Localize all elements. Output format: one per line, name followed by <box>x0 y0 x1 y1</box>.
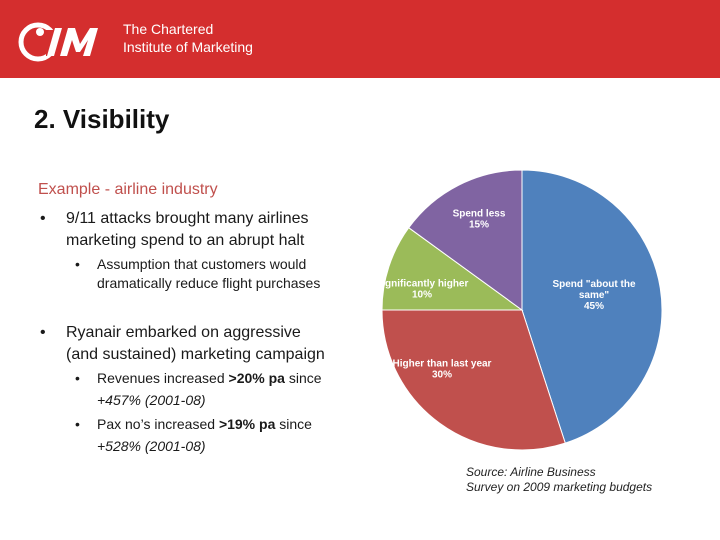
pie-slice-label: Higher than last year 30% <box>393 359 492 381</box>
subbullet-text-line2: dramatically reduce flight purchases <box>97 275 321 291</box>
subbullet-item: • Assumption that customers would dramat… <box>75 254 375 294</box>
pie-slice-label: Spend less 15% <box>453 209 506 231</box>
text-segment: since <box>275 416 312 432</box>
bullet-item: • 9/11 attacks brought many airlines mar… <box>40 208 370 252</box>
source-note: Source: Airline Business Survey on 2009 … <box>466 465 652 495</box>
org-name-line2: Institute of Marketing <box>123 39 253 55</box>
bold-segment: >20% pa <box>228 370 285 386</box>
pie-slice <box>381 309 566 451</box>
subbullet-mark: • <box>75 256 80 272</box>
bullet-mark: • <box>40 324 46 341</box>
bullet-text: Ryanair embarked on aggressive (and sust… <box>66 324 325 363</box>
subbullet-text-line1: Assumption that customers would <box>97 256 307 272</box>
pie-slice <box>521 169 663 444</box>
pie-slice <box>408 169 523 311</box>
text-segment: since <box>284 370 322 386</box>
pie-chart: Spend "about the same" 45% Higher than last… <box>376 169 663 451</box>
bullet-item: • Ryanair embarked on aggressive (and su… <box>40 322 370 366</box>
slide-subtitle: Example - airline industry <box>38 181 218 198</box>
bullet-text: 9/11 attacks brought many airlines marke… <box>66 210 309 249</box>
subbullet-mark: • <box>75 416 80 432</box>
bullet-mark: • <box>40 210 46 227</box>
subbullet-text-line1: Revenues increased >20% pa since <box>97 368 322 388</box>
pie-slice <box>381 227 524 311</box>
subbullet-item: • Pax no’s increased >19% pa since +528%… <box>75 414 375 454</box>
text-segment: Pax no’s increased <box>97 416 219 432</box>
text-segment: Revenues increased <box>97 370 229 386</box>
header-bar: The Chartered Institute of Marketing <box>0 0 720 78</box>
slide-title: 2. Visibility <box>34 104 170 134</box>
subbullet-item: • Revenues increased >20% pa since +457%… <box>75 368 375 408</box>
source-line1: Source: Airline Business <box>466 465 596 479</box>
cim-logo <box>18 22 98 62</box>
subbullet-mark: • <box>75 370 80 386</box>
org-name: The Chartered Institute of Marketing <box>123 20 253 56</box>
bold-segment: >19% pa <box>218 416 276 432</box>
pie-slice-label: Significantly higher 10% <box>376 279 469 301</box>
subbullet-text-line2: +528% (2001-08) <box>97 438 206 454</box>
source-line2: Survey on 2009 marketing budgets <box>466 480 653 494</box>
org-name-line1: The Chartered <box>123 21 214 37</box>
subbullet-text-line2: +457% (2001-08) <box>97 392 206 408</box>
subbullet-text-line1: Pax no’s increased >19% pa since <box>97 414 312 434</box>
pie-slice-label: Spend "about the same" 45% <box>552 279 636 312</box>
